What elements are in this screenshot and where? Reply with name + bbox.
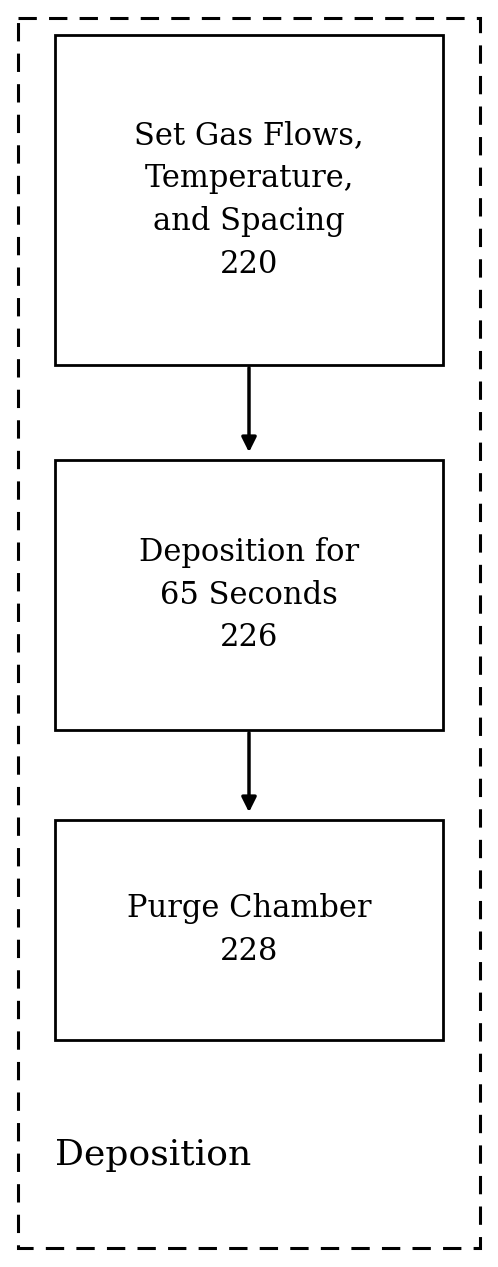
Text: Set Gas Flows,
Temperature,
and Spacing
220: Set Gas Flows, Temperature, and Spacing … [134, 120, 364, 280]
Text: Deposition for
65 Seconds
226: Deposition for 65 Seconds 226 [139, 536, 359, 654]
Bar [55, 820, 443, 1040]
Text: Deposition: Deposition [55, 1138, 251, 1172]
Bar [55, 460, 443, 730]
Text: Purge Chamber
228: Purge Chamber 228 [127, 893, 371, 967]
Bar [55, 35, 443, 365]
